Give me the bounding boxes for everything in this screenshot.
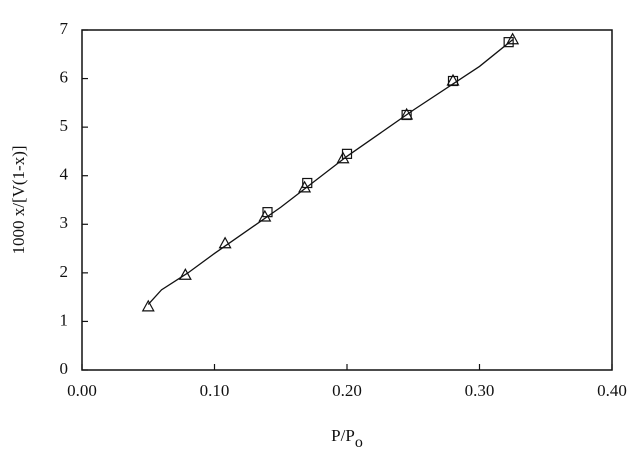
x-tick-label: 0.20 xyxy=(332,381,362,400)
triangle-point xyxy=(143,301,154,311)
x-tick-label: 0.30 xyxy=(465,381,495,400)
x-tick-label: 0.00 xyxy=(67,381,97,400)
y-tick-label: 4 xyxy=(60,165,69,184)
y-tick-label: 7 xyxy=(60,19,69,38)
y-tick-label: 6 xyxy=(60,67,69,86)
x-axis-label-main: P/P xyxy=(331,426,355,445)
x-tick-label: 0.40 xyxy=(597,381,627,400)
y-axis-label: 1000 x/[V(1-x)] xyxy=(9,145,28,254)
y-tick-label: 3 xyxy=(60,213,69,232)
x-axis-label: P/Po xyxy=(331,426,363,449)
chart: P/Po 1000 x/[V(1-x)] 0.00 0.10 0.20 0.30 0.4… xyxy=(0,0,635,449)
triangle-point xyxy=(299,182,310,192)
y-tick-label: 1 xyxy=(60,310,69,329)
plot-frame xyxy=(82,30,612,370)
x-tick-label: 0.10 xyxy=(200,381,230,400)
y-tick-label: 0 xyxy=(60,359,69,378)
x-axis-label-sub: o xyxy=(355,434,363,449)
y-tick-label: 5 xyxy=(60,116,69,135)
y-tick-label: 2 xyxy=(60,262,69,281)
